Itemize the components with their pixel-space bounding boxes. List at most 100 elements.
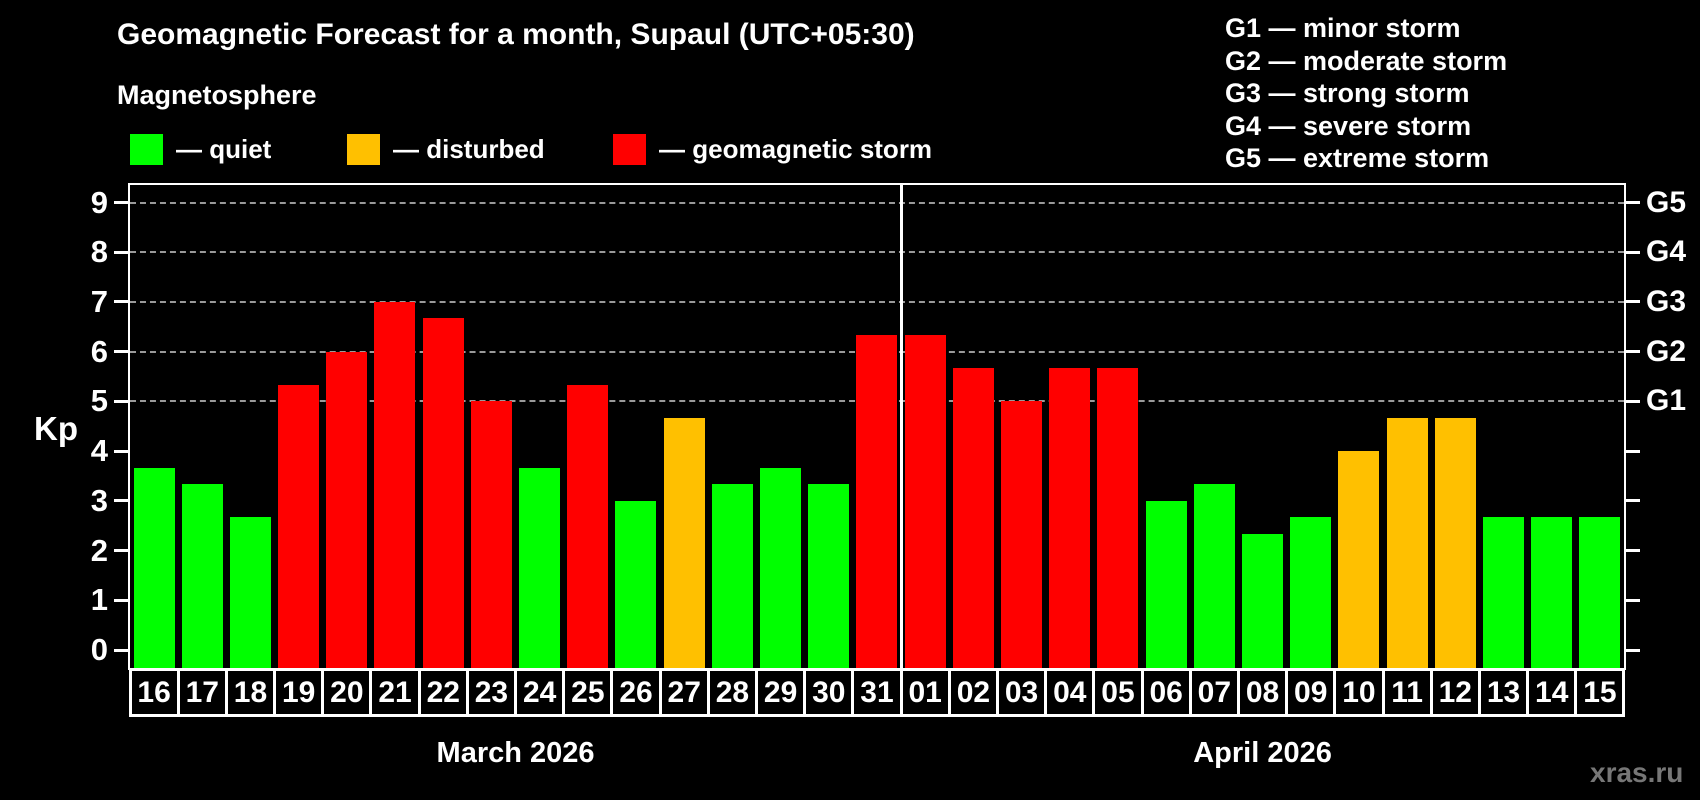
- bar-march-29: [760, 467, 802, 668]
- day-label-april-15: 15: [1574, 668, 1626, 717]
- day-label-march-21: 21: [369, 668, 421, 717]
- storm-legend-label: — geomagnetic storm: [659, 134, 933, 164]
- y-tick-left-5: [114, 399, 130, 403]
- day-label-april-06: 06: [1140, 668, 1192, 717]
- day-label-march-16: 16: [128, 668, 180, 717]
- bar-april-02: [952, 368, 994, 668]
- bar-april-14: [1531, 517, 1573, 668]
- day-label-april-02: 02: [947, 668, 999, 717]
- watermark: xras.ru: [1590, 757, 1684, 788]
- y-tick-right-5: [1624, 399, 1640, 403]
- storm-color-swatch: [613, 134, 646, 165]
- bar-april-05: [1097, 368, 1139, 668]
- y-tick-left-0: [114, 648, 130, 652]
- day-label-april-08: 08: [1236, 668, 1289, 717]
- y-tick-left-9: [114, 201, 130, 205]
- day-label-march-24: 24: [514, 668, 566, 717]
- day-label-april-04: 04: [1044, 668, 1096, 717]
- bar-march-16: [133, 467, 175, 668]
- quiet-color-swatch: [130, 134, 163, 165]
- y-tick-left-8: [114, 250, 130, 254]
- month-label-march: March 2026: [436, 737, 595, 769]
- kp-level-legend: — quiet — disturbed — geomagnetic storm: [0, 132, 1100, 168]
- bar-april-15: [1579, 517, 1621, 668]
- day-label-april-09: 09: [1285, 668, 1337, 717]
- y-tick-left-2: [114, 549, 130, 553]
- day-label-march-27: 27: [658, 668, 710, 717]
- bar-march-26: [615, 500, 657, 668]
- bar-april-03: [1000, 401, 1042, 668]
- y-tick-left-6: [114, 350, 130, 354]
- bar-april-06: [1145, 500, 1187, 668]
- y-tick-right-7: [1624, 300, 1640, 304]
- y-tick-right-2: [1624, 549, 1640, 553]
- disturbed-color-swatch: [347, 134, 380, 165]
- bar-april-11: [1386, 417, 1428, 668]
- g-level-label-g3: G3: [1646, 284, 1687, 318]
- y-tick-label-7: 7: [90, 283, 108, 319]
- g-legend-line-3: G3 — strong storm: [1225, 78, 1470, 108]
- bar-april-04: [1049, 368, 1091, 668]
- day-label-april-07: 07: [1188, 668, 1240, 717]
- y-tick-left-4: [114, 449, 130, 453]
- y-tick-label-2: 2: [90, 532, 108, 568]
- day-label-april-13: 13: [1477, 668, 1530, 717]
- y-tick-label-1: 1: [90, 582, 108, 618]
- gridline-kp-9: [130, 201, 1624, 204]
- y-tick-right-8: [1624, 250, 1640, 254]
- y-tick-left-3: [114, 499, 130, 503]
- day-label-march-20: 20: [321, 668, 373, 717]
- bar-april-08: [1241, 534, 1283, 668]
- day-label-march-30: 30: [803, 668, 855, 717]
- y-tick-right-1: [1624, 598, 1640, 602]
- bar-march-17: [181, 484, 223, 668]
- y-tick-left-7: [114, 300, 130, 304]
- y-tick-label-4: 4: [90, 433, 108, 469]
- g-legend-line-5: G5 — extreme storm: [1225, 143, 1490, 173]
- g-level-label-g1: G1: [1646, 384, 1687, 418]
- y-tick-right-0: [1624, 648, 1640, 652]
- bar-march-27: [663, 417, 705, 668]
- y-tick-left-1: [114, 598, 130, 602]
- day-label-march-18: 18: [224, 668, 277, 717]
- bar-april-12: [1434, 417, 1476, 668]
- bar-march-21: [374, 301, 416, 668]
- y-tick-right-3: [1624, 499, 1640, 503]
- day-label-april-14: 14: [1526, 668, 1578, 717]
- bar-april-09: [1290, 517, 1332, 668]
- month-divider: [899, 185, 903, 668]
- day-label-march-31: 31: [851, 668, 903, 717]
- g-level-label-g4: G4: [1646, 235, 1687, 269]
- g-legend-line-1: G1 — minor storm: [1225, 13, 1461, 43]
- day-label-march-29: 29: [755, 668, 807, 717]
- y-tick-label-9: 9: [90, 184, 108, 220]
- bar-march-31: [856, 335, 898, 668]
- y-tick-label-8: 8: [90, 234, 108, 270]
- bar-march-22: [422, 318, 464, 668]
- bar-march-19: [278, 385, 320, 668]
- y-tick-right-4: [1624, 449, 1640, 453]
- day-label-march-23: 23: [465, 668, 518, 717]
- day-label-april-10: 10: [1333, 668, 1385, 717]
- quiet-legend-label: — quiet: [176, 134, 272, 164]
- day-label-march-22: 22: [417, 668, 469, 717]
- day-label-april-03: 03: [995, 668, 1048, 717]
- y-tick-label-3: 3: [90, 482, 108, 518]
- y-tick-right-6: [1624, 350, 1640, 354]
- bar-march-18: [229, 517, 271, 668]
- y-tick-label-0: 0: [90, 632, 108, 667]
- g-scale-legend: G1 — minor storm G2 — moderate storm G3 — …: [1225, 12, 1507, 175]
- day-label-march-17: 17: [176, 668, 228, 717]
- bar-march-24: [519, 467, 561, 668]
- bar-april-01: [904, 335, 946, 668]
- y-tick-label-6: 6: [90, 333, 108, 369]
- bar-march-25: [567, 385, 609, 668]
- bar-march-30: [808, 484, 850, 668]
- bar-march-20: [326, 351, 368, 668]
- g-level-label-g2: G2: [1646, 334, 1687, 368]
- magnetosphere-subtitle: Magnetosphere: [117, 80, 317, 110]
- day-label-april-05: 05: [1092, 668, 1144, 717]
- y-axis-label: Kp: [34, 410, 78, 447]
- page-title: Geomagnetic Forecast for a month, Supaul…: [117, 18, 915, 51]
